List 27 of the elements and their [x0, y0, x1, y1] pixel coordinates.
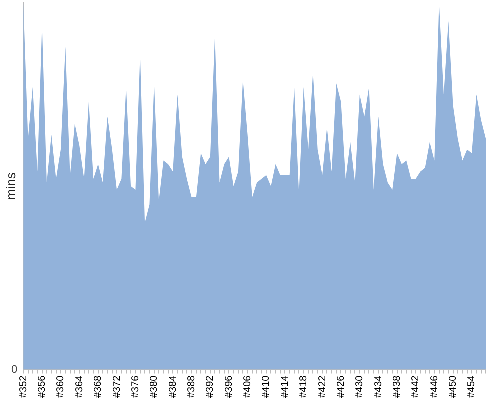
x-tick-label: #454: [466, 375, 478, 398]
x-tick-label: #442: [410, 375, 422, 398]
x-tick-label: #430: [354, 375, 366, 398]
x-tick-label: #422: [317, 375, 328, 398]
x-tick-label: #368: [93, 375, 104, 398]
x-tick-label: #356: [37, 375, 48, 398]
x-tick-label: #380: [149, 375, 160, 398]
x-tick-label: #360: [56, 375, 67, 398]
x-tick-label: #414: [280, 375, 291, 398]
x-tick-label: #364: [74, 375, 86, 398]
x-tick-label: #372: [112, 375, 123, 398]
x-tick-label: #410: [261, 375, 272, 398]
x-tick-label: #446: [429, 375, 440, 398]
x-tick-label: #376: [130, 375, 142, 398]
x-tick-label: #396: [224, 375, 235, 398]
x-tick-label: #438: [392, 375, 404, 398]
x-tick-label: #418: [298, 375, 310, 398]
x-tick-label: #450: [448, 375, 460, 398]
x-tick-label: #406: [242, 375, 254, 398]
x-tick-label: #392: [205, 375, 216, 398]
text: 0: [11, 364, 18, 376]
y-axis-title: mins: [3, 172, 18, 200]
x-tick-label: #352: [18, 375, 30, 398]
x-tick-label: #388: [186, 375, 198, 398]
x-tick-label: #434: [373, 375, 384, 398]
x-tick-label: #384: [168, 375, 179, 398]
x-tick-label: #426: [336, 375, 347, 398]
